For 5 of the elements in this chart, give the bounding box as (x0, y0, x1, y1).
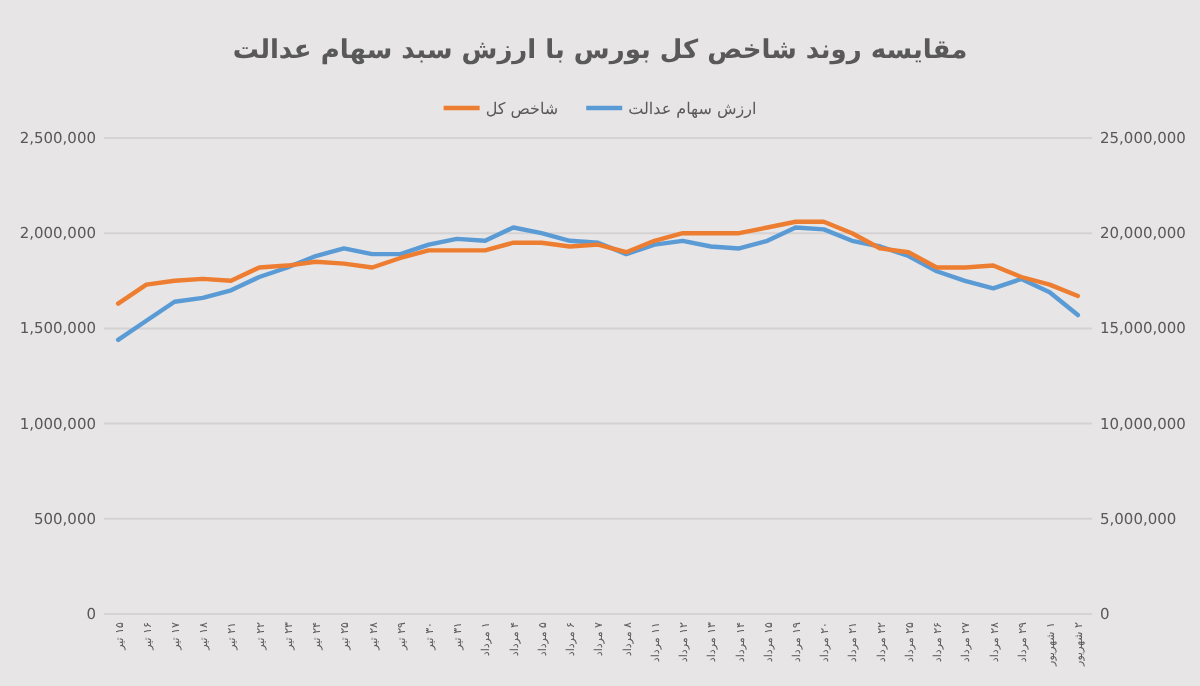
line-series (115, 219, 1081, 306)
legend-label: شاخص کل (485, 100, 559, 118)
chart-title: مقایسه روند شاخص کل بورس با ارزش سبد سهام عدالت (232, 36, 968, 66)
legend-label: ارزش سهام عدالت (628, 100, 757, 118)
line-series (115, 225, 1081, 343)
